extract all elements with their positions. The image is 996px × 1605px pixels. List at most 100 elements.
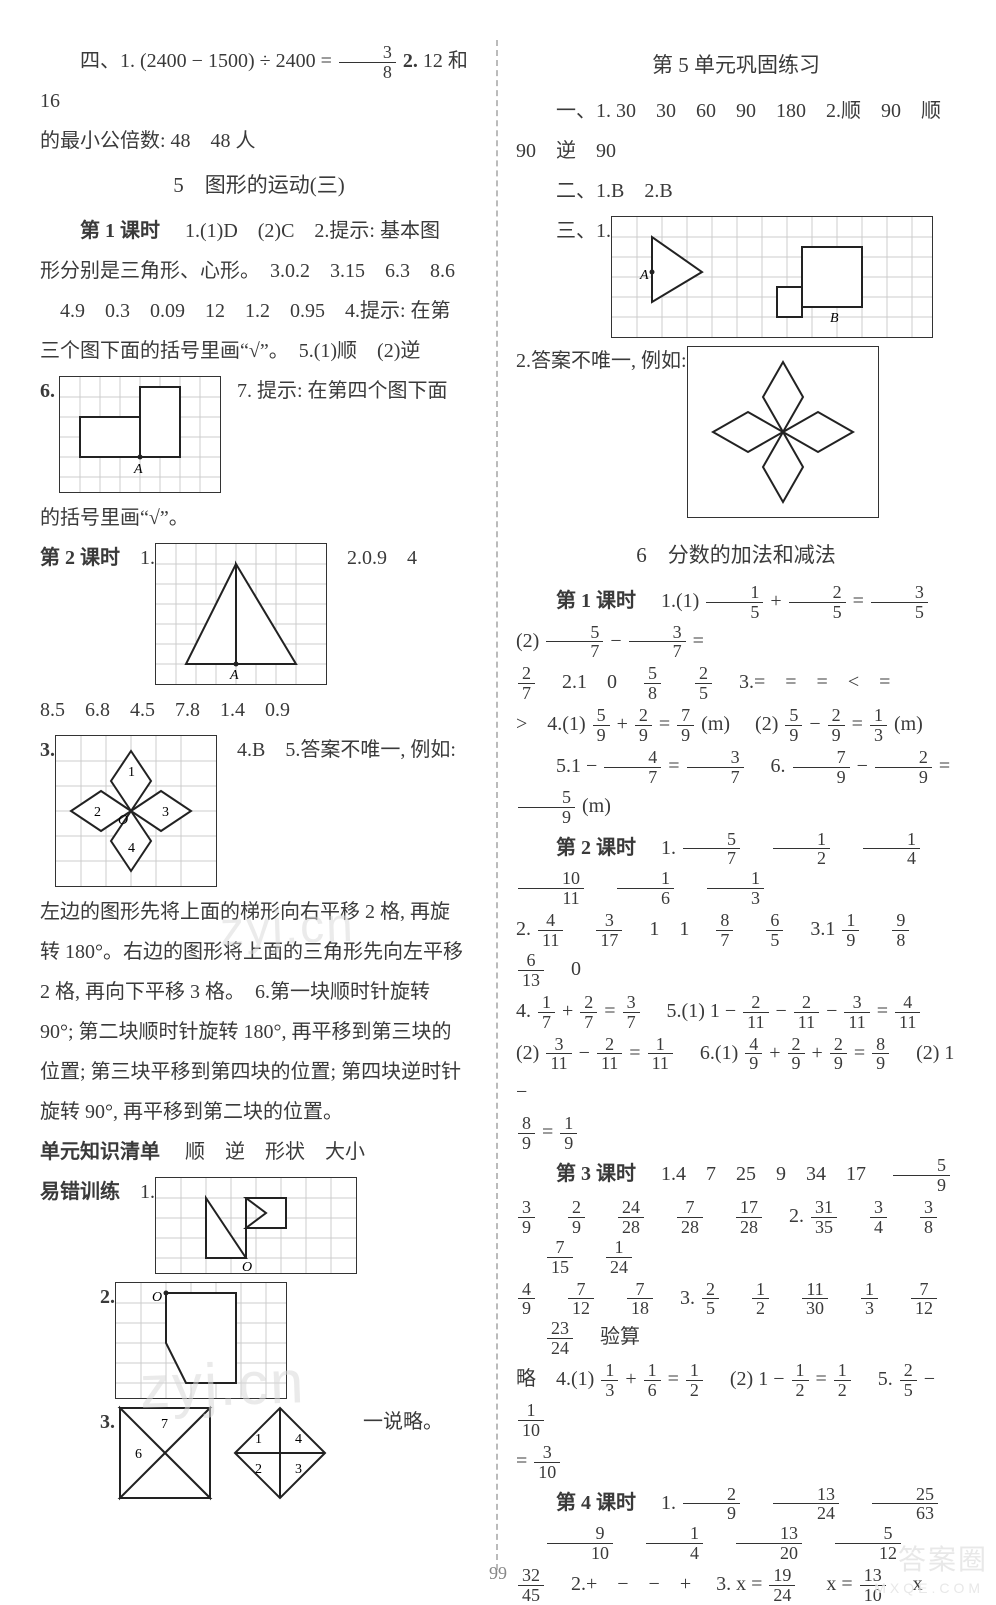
fraction: 13 [601,1361,618,1400]
fraction: 111 [648,1035,673,1074]
fraction: 79 [677,706,694,745]
fraction: 613 [518,951,544,990]
lesson-label: 第 4 课时 [556,1492,636,1514]
text: 4.B 5.答案不唯一, 例如: [237,731,456,769]
label: 易错训练 [40,1173,120,1211]
figure-k2-3: 1 2 3 4 O [55,735,217,887]
label: 1.(1) [641,590,699,612]
fraction: 25 [702,1280,719,1319]
fraction: 27 [580,993,597,1032]
fraction: 59 [785,706,802,745]
page: zyj.cn zyj.cn 答案圈 MXQE.COM 四、1. (2400 − … [0,0,996,1600]
fraction: 15 [706,583,763,622]
fraction: 1011 [518,869,584,908]
fraction: 311 [844,993,869,1032]
text-line: 形分别是三角形、心形。 3.0.2 3.15 6.3 8.6 [40,252,478,290]
text-line: 转 180°。右边的图形将上面的三角形先向左平移 [40,933,478,971]
text-line: (2) 311 − 211 = 111 6.(1) 49 + 29 + 29 =… [516,1034,956,1112]
fraction: 16 [644,1361,661,1400]
fraction: 37 [687,748,744,787]
svg-text:1: 1 [255,1432,262,1447]
label: 1. [120,539,155,577]
text-line: 4.9 0.3 0.09 12 1.2 0.95 4.提示: 在第 [40,292,478,330]
fraction: 59 [593,706,610,745]
unit: (m) [894,713,923,735]
section-title: 第 5 单元巩固练习 [516,46,956,86]
fraction: 65 [766,911,783,950]
text-line: 第 2 课时 1. 57 12 14 1011 16 13 [516,829,956,909]
lesson-label: 第 2 课时 [40,539,120,577]
fraction: 2563 [872,1485,938,1524]
label: 5. [858,1368,893,1390]
fraction: 47 [604,748,661,787]
fraction: 718 [627,1280,653,1319]
fraction: 12 [686,1361,703,1400]
svg-text:O: O [118,813,128,828]
text-line: 39 29 2428 728 1728 2. 3135 34 38 715 12… [516,1197,956,1277]
fraction: 38 [920,1198,937,1237]
fraction: 310 [534,1443,560,1482]
label: 3. [40,731,55,769]
text-line: 左边的图形先将上面的梯形向右平移 2 格, 再旋 [40,893,478,931]
fraction: 29 [683,1485,740,1524]
text-line: 的括号里画“√”。 [40,499,478,537]
svg-text:2: 2 [255,1462,262,1477]
label: (2) [735,713,778,735]
fraction: 38 [339,43,396,82]
text: 略 4.(1) [516,1368,594,1390]
fraction: 211 [743,993,768,1032]
svg-text:B: B [830,311,839,326]
row-err3: 3. 7 6 1 4 2 3 一说略。 [100,1403,478,1503]
label: 单元知识清单 [40,1141,160,1163]
figure-err3: 7 6 1 4 2 3 [115,1403,355,1503]
fraction: 89 [518,1114,535,1153]
text-line: 一、1. 30 30 60 90 180 2.顺 90 顺 [516,92,956,130]
fraction: 211 [597,1035,622,1074]
fraction: 19 [842,911,859,950]
label: 2. [100,1278,115,1316]
fraction: 58 [644,664,661,703]
text-line: 第 1 课时 1.(1)D (2)C 2.提示: 基本图 [40,212,478,250]
label: 2. [516,918,531,940]
label: (2) 1 − [710,1368,790,1390]
fraction: 13 [707,869,764,908]
text: 2.1 0 [542,671,637,693]
fraction: 712 [911,1280,937,1319]
expression: (2400 − 1500) ÷ 2400 = [140,50,337,72]
label: 3. [660,1287,695,1309]
fraction: 512 [835,1524,901,1563]
fraction: 14 [863,830,920,869]
label: 四、1. [80,50,135,72]
fraction: 12 [773,830,830,869]
fraction: 25 [695,664,712,703]
fraction: 1320 [736,1524,802,1563]
label: 1. [641,837,676,859]
text: 1.(1)D (2)C 2.提示: 基本图 [165,220,440,242]
text-line: 5.1 − 47 = 37 6. 79 − 29 = 59 (m) [516,747,956,827]
fraction: 29 [830,1035,847,1074]
lesson-label: 第 1 课时 [80,220,160,242]
row-k2-1: 第 2 课时 1. A 2.0.9 4 [40,539,478,689]
label: 4. [516,1000,531,1022]
label: 1. [641,1492,676,1514]
text: 1.4 7 25 9 34 17 [641,1163,886,1185]
label: 6. [40,372,55,410]
label: 1. [120,1173,155,1211]
text-line: 略 4.(1) 13 + 16 = 12 (2) 1 − 12 = 12 5. … [516,1360,956,1440]
fraction: 37 [623,993,640,1032]
svg-text:A: A [133,462,143,477]
text: 30 30 60 90 180 2.顺 90 顺 [616,100,941,122]
fraction: 34 [870,1198,887,1237]
fraction: 12 [752,1280,769,1319]
fraction: 910 [547,1524,613,1563]
text: 7. 提示: 在第四个图下面 [237,372,448,410]
fraction: 35 [871,583,928,622]
text-line: 位置; 第三块平移到第四块的位置; 第四块逆时针 [40,1053,478,1091]
lesson-label: 第 1 课时 [556,590,636,612]
fraction: 2428 [618,1198,644,1237]
right-column: 第 5 单元巩固练习 一、1. 30 30 60 90 180 2.顺 90 顺… [498,40,956,1570]
text-line: 单元知识清单 顺 逆 形状 大小 [40,1133,478,1171]
fraction: 1324 [773,1485,839,1524]
fraction: 49 [518,1280,535,1319]
text: 验算 [580,1326,640,1348]
